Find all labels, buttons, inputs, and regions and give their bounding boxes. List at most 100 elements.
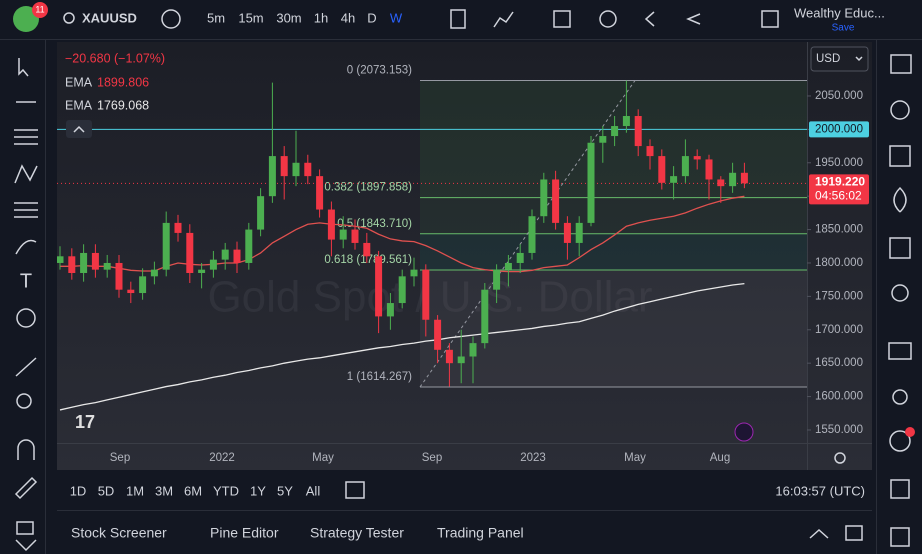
layouts[interactable] — [553, 10, 571, 28]
interval[interactable]: 1h — [314, 10, 328, 25]
range-button[interactable]: 3M — [155, 483, 173, 498]
interval[interactable]: W — [390, 10, 403, 25]
text-tool[interactable]: T — [20, 270, 32, 292]
panel-tab[interactable]: Stock Screener — [71, 525, 167, 541]
collapse[interactable] — [15, 539, 37, 552]
panel-tab[interactable]: Strategy Tester — [310, 525, 404, 541]
layers[interactable] — [890, 527, 910, 547]
save[interactable]: Save — [832, 23, 855, 34]
tv-logo: 17 — [75, 412, 95, 432]
fib-band — [420, 197, 807, 234]
range-button[interactable]: YTD — [213, 483, 239, 498]
chat[interactable] — [888, 342, 912, 360]
settings[interactable] — [834, 452, 846, 464]
lock[interactable] — [16, 521, 34, 535]
y-tick-label: 1550.000 — [815, 424, 863, 436]
fib-label: 0.5 (1843.710) — [337, 218, 412, 230]
zoom-tool[interactable] — [16, 393, 32, 409]
fib-retracement[interactable]: 0 (2073.153) 0.382 (1897.858) 0.5 (1843.71… — [324, 65, 807, 388]
measure-tool[interactable] — [15, 357, 37, 377]
panel-tab[interactable]: Pine Editor — [210, 525, 279, 541]
fib-tool[interactable] — [14, 129, 38, 145]
cursor-tool[interactable] — [18, 58, 29, 77]
alerts[interactable] — [890, 100, 910, 120]
interval[interactable]: 30m — [276, 10, 301, 25]
candle-body — [646, 146, 654, 157]
y-tick-label: 1800.000 — [815, 257, 863, 269]
date-range[interactable] — [345, 481, 365, 499]
currency[interactable]: USD — [816, 53, 840, 65]
fullscreen[interactable] — [761, 10, 779, 28]
candle-body — [139, 276, 147, 294]
y-tick-label: 1750.000 — [815, 290, 863, 302]
range-button[interactable]: 1Y — [250, 483, 266, 498]
candle-body — [552, 179, 560, 223]
range-button[interactable]: All — [306, 483, 321, 498]
panel-tab[interactable]: Trading Panel — [437, 525, 524, 541]
range-button[interactable]: 5Y — [277, 483, 293, 498]
panel-layout[interactable] — [845, 525, 863, 541]
countdown: 04:56:02 — [815, 189, 862, 203]
x-tick-label: Aug — [710, 452, 730, 464]
axes: 2050.0002000.0001950.0001900.0001850.000… — [110, 90, 869, 464]
candle-body — [622, 116, 630, 127]
news[interactable] — [889, 145, 911, 167]
account[interactable]: Wealthy Educ... — [794, 5, 885, 20]
right-sidebar — [876, 40, 915, 554]
undo[interactable] — [686, 13, 701, 25]
chart-type[interactable] — [450, 9, 466, 29]
interval[interactable]: 4h — [341, 10, 355, 25]
fib-trend — [419, 80, 636, 388]
ideas[interactable] — [891, 284, 909, 302]
symbol[interactable]: XAUUSD — [82, 10, 137, 25]
range-button[interactable]: 6M — [184, 483, 202, 498]
plot — [57, 80, 807, 411]
candle-body — [634, 116, 642, 147]
lock-draw[interactable] — [14, 476, 38, 500]
forecast-tool[interactable] — [14, 202, 38, 218]
interval[interactable]: 15m — [238, 10, 263, 25]
collapse-legend[interactable] — [66, 120, 92, 138]
pattern-tool[interactable] — [14, 164, 38, 184]
indicators[interactable] — [493, 11, 514, 28]
left-toolbar: T — [14, 40, 46, 554]
fib-label: 0.382 (1897.858) — [324, 182, 412, 194]
help[interactable] — [890, 479, 910, 499]
magnet-tool[interactable] — [17, 439, 35, 460]
brush-tool[interactable] — [15, 239, 37, 255]
candle-body — [280, 156, 288, 177]
alert[interactable] — [599, 10, 617, 28]
candle-body — [434, 319, 442, 350]
candle-body — [327, 209, 335, 240]
currency-box[interactable] — [810, 46, 869, 72]
watchlist[interactable] — [890, 54, 912, 74]
search-icon[interactable] — [63, 12, 75, 24]
y-tick-label: 1650.000 — [815, 357, 863, 369]
interval[interactable]: 5m — [207, 10, 225, 25]
fib-band — [420, 269, 807, 388]
maximize-panel[interactable] — [809, 528, 829, 539]
candle-body — [540, 179, 548, 217]
calendar[interactable] — [889, 237, 911, 259]
candle-body — [422, 269, 430, 320]
interval[interactable]: D — [367, 10, 376, 25]
line-badge-label: 2000.000 — [815, 123, 863, 135]
candle-body — [162, 222, 170, 270]
hotlist[interactable] — [893, 186, 907, 213]
range-button[interactable]: 1D — [70, 483, 87, 498]
add-symbol[interactable] — [161, 9, 181, 29]
candle-body — [469, 343, 477, 357]
y-tick-label: 1600.000 — [815, 391, 863, 403]
ema-value: 1899.806 — [97, 75, 149, 89]
replay[interactable] — [644, 11, 655, 27]
lightning[interactable] — [734, 422, 754, 442]
emoji-tool[interactable] — [16, 308, 36, 328]
candle-body — [717, 179, 725, 187]
streams[interactable] — [892, 389, 908, 405]
live[interactable] — [889, 430, 911, 452]
range-button[interactable]: 5D — [98, 483, 115, 498]
fib-band — [420, 233, 807, 270]
range-button[interactable]: 1M — [126, 483, 144, 498]
candle-body — [233, 249, 241, 263]
